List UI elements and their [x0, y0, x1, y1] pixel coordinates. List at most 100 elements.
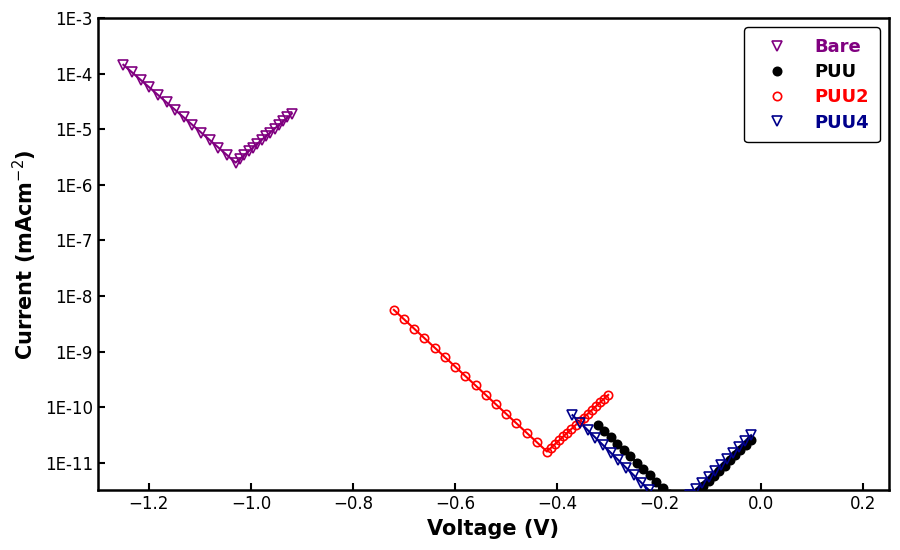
PUU2 [491, 401, 501, 408]
PUU2 [500, 410, 511, 417]
Bare [178, 114, 189, 121]
PUU4 [667, 509, 678, 516]
Bare [252, 140, 263, 147]
PUU2 [582, 410, 593, 417]
PUU [677, 504, 688, 510]
Bare [135, 76, 146, 83]
PUU [703, 478, 714, 485]
PUU4 [716, 461, 726, 468]
PUU2 [481, 392, 491, 398]
Bare [152, 92, 163, 98]
Bare [170, 107, 181, 113]
PUU4 [582, 427, 593, 433]
Bare [195, 129, 206, 136]
PUU2 [409, 326, 419, 332]
PUU [708, 472, 719, 479]
PUU [735, 447, 746, 453]
PUU [688, 493, 698, 500]
PUU [644, 472, 655, 478]
PUU2 [562, 430, 572, 436]
PUU2 [574, 418, 585, 425]
PUU [698, 483, 709, 490]
PUU [625, 453, 635, 460]
PUU2 [542, 448, 553, 455]
PUU4 [709, 468, 720, 474]
Line: PUU: PUU [594, 420, 755, 512]
PUU [670, 498, 681, 504]
Legend: Bare, PUU, PUU2, PUU4: Bare, PUU, PUU2, PUU4 [744, 27, 880, 142]
PUU4 [679, 497, 689, 504]
PUU [592, 421, 603, 428]
Bare [274, 122, 284, 128]
PUU4 [659, 502, 670, 509]
PUU [632, 459, 643, 466]
PUU4 [740, 438, 751, 444]
Line: PUU2: PUU2 [390, 306, 612, 456]
PUU4 [636, 480, 647, 486]
Y-axis label: Current (mAcm$^{-2}$): Current (mAcm$^{-2}$) [11, 149, 40, 360]
Bare [260, 133, 271, 140]
PUU [730, 452, 741, 459]
PUU [746, 436, 757, 443]
Bare [243, 148, 254, 155]
PUU2 [570, 422, 580, 428]
PUU4 [703, 474, 714, 480]
PUU4 [613, 457, 624, 464]
PUU [719, 463, 730, 469]
PUU2 [511, 420, 522, 427]
PUU2 [545, 444, 556, 451]
PUU4 [652, 494, 662, 501]
PUU4 [606, 449, 616, 456]
PUU4 [590, 434, 601, 441]
PUU2 [590, 403, 601, 410]
PUU [638, 466, 649, 472]
PUU4 [691, 486, 702, 492]
Line: PUU4: PUU4 [568, 410, 756, 518]
PUU [724, 457, 735, 464]
PUU4 [722, 456, 733, 463]
PUU [741, 442, 751, 448]
Bare [230, 160, 241, 166]
Bare [221, 152, 232, 158]
PUU4 [727, 450, 738, 456]
Bare [144, 84, 155, 91]
PUU [664, 491, 675, 498]
PUU4 [628, 472, 639, 478]
PUU2 [439, 354, 450, 360]
Bare [278, 118, 289, 124]
Bare [256, 137, 267, 144]
PUU [599, 428, 610, 435]
PUU4 [734, 444, 744, 450]
Bare [265, 129, 275, 136]
PUU4 [575, 419, 586, 426]
PUU [651, 478, 661, 485]
PUU4 [697, 480, 707, 486]
PUU4 [598, 442, 608, 448]
X-axis label: Voltage (V): Voltage (V) [428, 519, 560, 539]
PUU2 [558, 433, 569, 440]
PUU2 [460, 373, 471, 380]
PUU2 [389, 306, 400, 313]
PUU [657, 485, 668, 491]
PUU [612, 441, 623, 447]
Bare [269, 125, 280, 132]
Bare [161, 99, 172, 106]
PUU [714, 468, 724, 474]
PUU2 [579, 414, 590, 421]
PUU2 [587, 406, 598, 413]
Bare [187, 122, 198, 128]
Bare [286, 111, 297, 117]
PUU [682, 499, 693, 505]
PUU4 [685, 492, 696, 498]
PUU [606, 434, 616, 441]
PUU [693, 488, 704, 495]
Bare [238, 152, 249, 158]
PUU2 [566, 426, 577, 432]
Bare [248, 144, 258, 151]
PUU2 [598, 395, 609, 402]
PUU2 [429, 344, 440, 351]
PUU4 [672, 503, 683, 510]
PUU4 [746, 432, 757, 438]
PUU2 [531, 439, 542, 446]
PUU4 [644, 487, 654, 493]
